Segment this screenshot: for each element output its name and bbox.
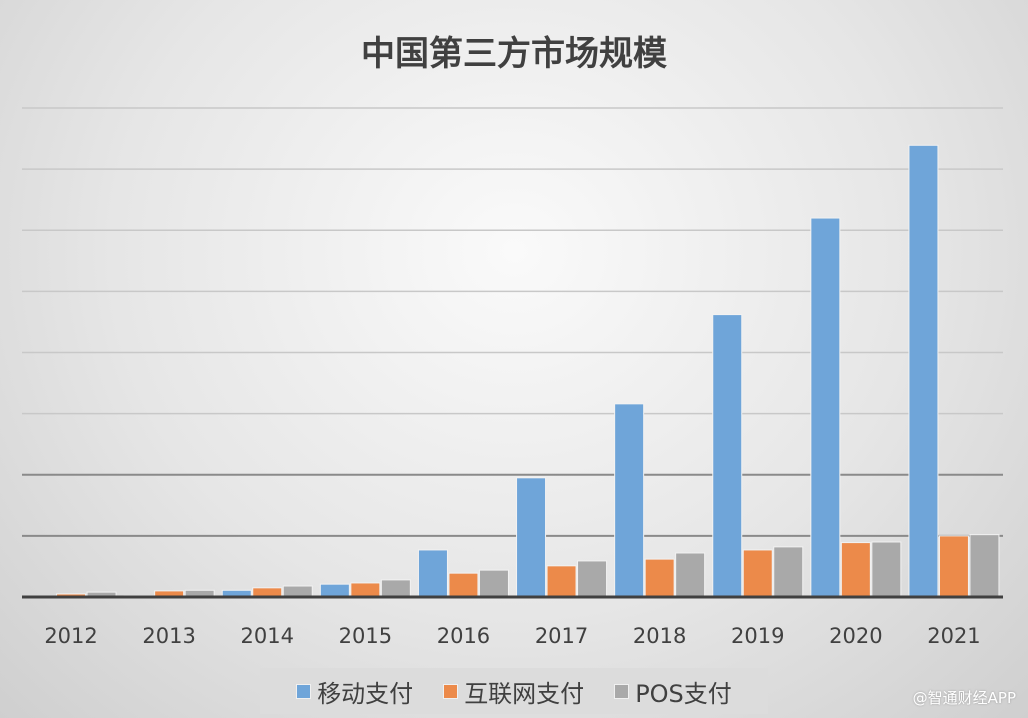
legend-item-internet: 互联网支付 (443, 674, 584, 709)
x-tick-label: 2012 (44, 624, 97, 648)
x-tick-label: 2017 (535, 624, 588, 648)
legend-swatch (296, 683, 312, 699)
bar-移动支付 (319, 583, 350, 598)
bar-互联网支付 (644, 558, 675, 598)
bar-移动支付 (712, 314, 743, 598)
x-tick-label: 2018 (633, 624, 686, 648)
bar-POS支付 (969, 534, 1000, 598)
legend-swatch (443, 683, 459, 699)
x-tick-label: 2021 (927, 624, 980, 648)
legend-label: 移动支付 (317, 679, 414, 708)
bar-互联网支付 (938, 535, 969, 598)
bar-POS支付 (282, 585, 313, 598)
chart-title: 中国第三方市场规模 (361, 34, 667, 74)
legend: 移动支付 互联网支付 POS支付 (260, 668, 768, 714)
x-tick-label: 2013 (142, 624, 195, 648)
bar-POS支付 (773, 546, 804, 598)
watermark: @智通财经APP (912, 689, 1016, 707)
bar-互联网支付 (546, 565, 577, 598)
bar-POS支付 (577, 560, 608, 598)
bar-POS支付 (380, 579, 411, 598)
bar-POS支付 (871, 541, 902, 598)
legend-label: POS支付 (635, 679, 732, 708)
bar-POS支付 (478, 569, 509, 598)
bar-互联网支付 (350, 582, 381, 598)
legend-swatch (614, 683, 630, 699)
bar-移动支付 (614, 403, 645, 598)
legend-item-mobile: 移动支付 (296, 674, 413, 709)
bar-互联网支付 (840, 542, 871, 598)
x-tick-label: 2020 (829, 624, 882, 648)
legend-label: 互联网支付 (464, 679, 585, 708)
x-tick-label: 2015 (339, 624, 392, 648)
bar-移动支付 (908, 144, 939, 598)
x-tick-label: 2016 (437, 624, 490, 648)
bar-互联网支付 (742, 549, 773, 598)
bar-POS支付 (675, 552, 706, 598)
bar-移动支付 (417, 549, 448, 598)
legend-item-pos: POS支付 (614, 674, 732, 709)
x-tick-label: 2019 (731, 624, 784, 648)
bar-移动支付 (810, 217, 841, 598)
bar-移动支付 (516, 477, 547, 598)
bar-互联网支付 (448, 572, 479, 598)
x-tick-label: 2014 (241, 624, 294, 648)
